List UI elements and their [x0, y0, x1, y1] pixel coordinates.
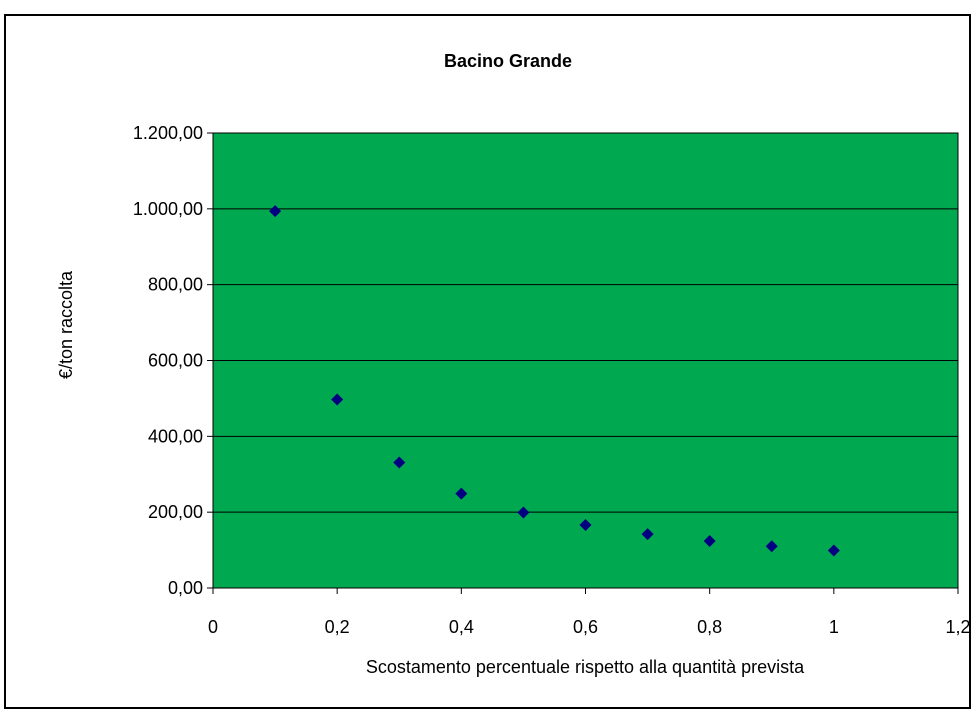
data-point	[827, 544, 840, 557]
data-point	[331, 393, 344, 406]
x-axis-label: Scostamento percentuale rispetto alla qu…	[366, 657, 805, 677]
x-tick-label: 1,2	[945, 617, 970, 637]
x-tick-label: 0,4	[449, 617, 474, 637]
data-point	[517, 506, 530, 519]
data-point	[641, 528, 654, 541]
data-point	[393, 456, 406, 469]
data-point	[269, 205, 282, 218]
x-tick-label: 0,2	[325, 617, 350, 637]
chart-title: Bacino Grande	[444, 51, 572, 71]
y-axis-label: €/ton raccolta	[56, 270, 76, 379]
y-tick-label: 200,00	[148, 502, 203, 522]
y-tick-label: 1.200,00	[133, 123, 203, 143]
y-tick-label: 800,00	[148, 275, 203, 295]
y-tick-label: 400,00	[148, 426, 203, 446]
y-tick-label: 600,00	[148, 351, 203, 371]
x-tick-label: 0,6	[573, 617, 598, 637]
y-tick-label: 0,00	[168, 578, 203, 598]
data-point	[765, 540, 778, 553]
data-point	[703, 534, 716, 547]
data-point	[455, 487, 468, 500]
data-point	[579, 519, 592, 532]
x-tick-label: 0	[208, 617, 218, 637]
y-tick-label: 1.000,00	[133, 199, 203, 219]
x-tick-label: 1	[829, 617, 839, 637]
x-tick-label: 0,8	[697, 617, 722, 637]
